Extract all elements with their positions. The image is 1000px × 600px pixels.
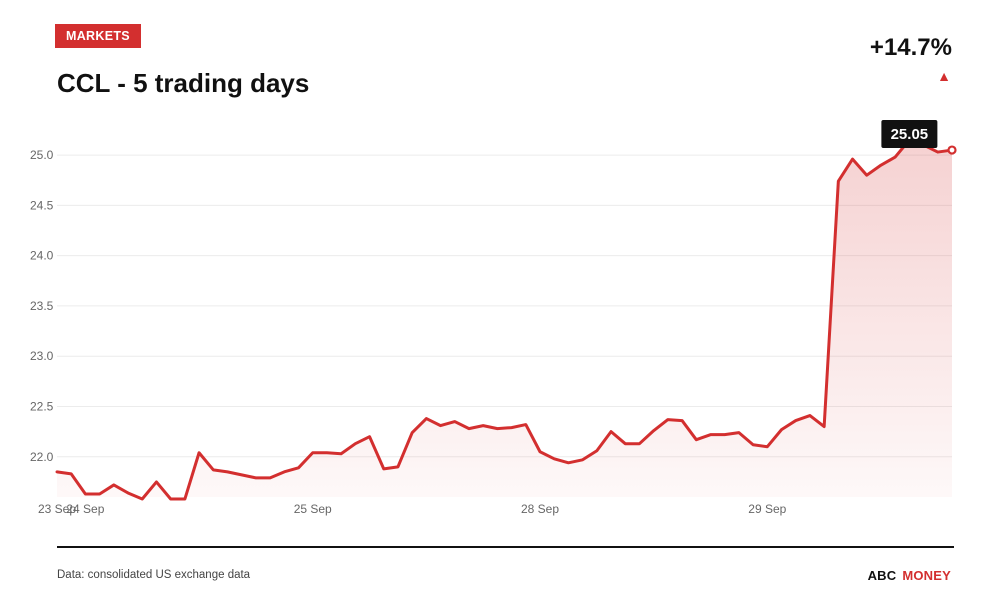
x-tick-label: 28 Sep [521,502,559,516]
data-source-note: Data: consolidated US exchange data [57,569,251,581]
chart-title: CCL - 5 trading days [57,68,310,98]
y-axis: 22.0 22.5 23.0 23.5 24.0 24.5 25.0 [30,148,54,464]
y-tick-label: 23.0 [30,349,54,363]
price-line [55,138,954,501]
x-tick-label: 23 Sep [38,502,76,516]
footer-divider [57,546,954,548]
price-area [57,140,952,500]
last-price-tag: 25.05 [881,120,938,148]
gridlines [57,154,952,458]
y-tick-label: 25.0 [30,148,54,162]
y-tick-label: 22.5 [30,399,54,413]
section-badge[interactable]: MARKETS [55,24,141,48]
y-tick-label: 23.5 [30,299,54,313]
last-price-label: 25.05 [891,126,929,143]
x-tick-label: 24 Sep [66,502,104,516]
brand-logo[interactable]: ABC MONEY [868,568,951,583]
percent-change: +14.7% [869,34,952,61]
x-tick-label: 29 Sep [748,502,786,516]
last-price-marker [947,145,957,155]
up-arrow-icon: ▲ [937,68,951,84]
y-tick-label: 24.5 [30,198,54,212]
y-tick-label: 24.0 [30,249,54,263]
x-tick-label: 25 Sep [294,502,332,516]
brand-name-part2: MONEY [902,568,951,583]
brand-name-part1: ABC [867,568,897,583]
y-tick-label: 22.0 [30,450,54,464]
